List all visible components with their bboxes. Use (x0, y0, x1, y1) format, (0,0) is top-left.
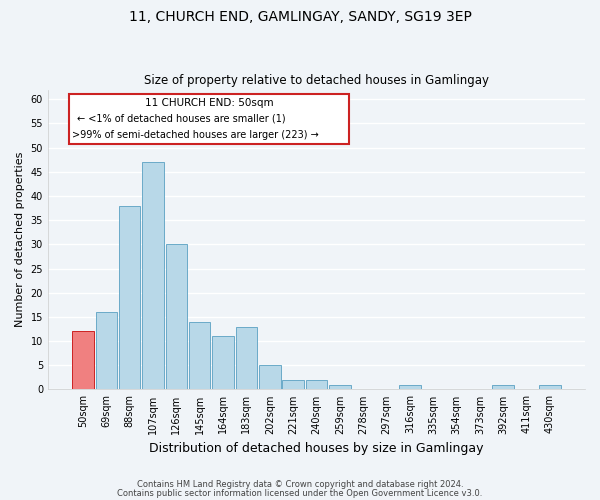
Text: ← <1% of detached houses are smaller (1): ← <1% of detached houses are smaller (1) (77, 114, 286, 124)
Bar (236, 326, 257, 390)
Bar (539, 384, 560, 390)
Text: Contains HM Land Registry data © Crown copyright and database right 2024.: Contains HM Land Registry data © Crown c… (137, 480, 463, 489)
Title: Size of property relative to detached houses in Gamlingay: Size of property relative to detached ho… (144, 74, 489, 87)
Bar (73, 332, 94, 390)
Text: 11, CHURCH END, GAMLINGAY, SANDY, SG19 3EP: 11, CHURCH END, GAMLINGAY, SANDY, SG19 3… (128, 10, 472, 24)
Bar (329, 384, 350, 390)
Bar (399, 384, 421, 390)
Text: 11 CHURCH END: 50sqm: 11 CHURCH END: 50sqm (145, 98, 274, 108)
Bar (259, 365, 281, 390)
Bar (283, 380, 304, 390)
Bar (306, 380, 327, 390)
Text: >99% of semi-detached houses are larger (223) →: >99% of semi-detached houses are larger … (72, 130, 319, 140)
Bar (212, 336, 234, 390)
Y-axis label: Number of detached properties: Number of detached properties (15, 152, 25, 327)
FancyBboxPatch shape (70, 94, 349, 144)
Bar (142, 162, 164, 390)
Text: Contains public sector information licensed under the Open Government Licence v3: Contains public sector information licen… (118, 488, 482, 498)
Bar (166, 244, 187, 390)
Bar (189, 322, 211, 390)
Bar (95, 312, 117, 390)
X-axis label: Distribution of detached houses by size in Gamlingay: Distribution of detached houses by size … (149, 442, 484, 455)
Bar (493, 384, 514, 390)
Bar (119, 206, 140, 390)
